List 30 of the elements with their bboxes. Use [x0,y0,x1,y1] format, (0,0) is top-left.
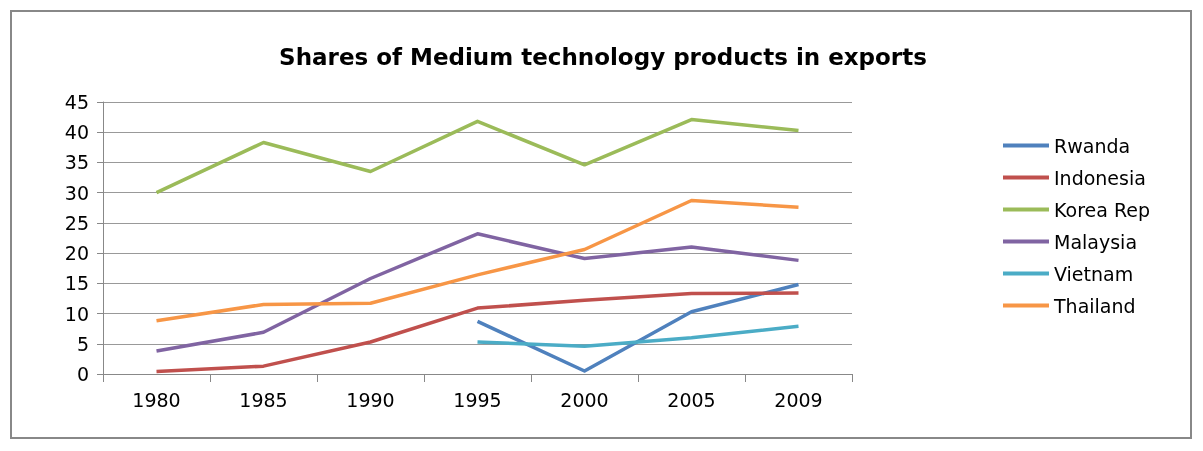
legend-label: Korea Rep [1054,198,1151,221]
line-series [154,117,801,195]
x-tick-label: 1985 [239,388,288,411]
y-tick-label: 15 [64,272,89,295]
y-tick-label: 0 [76,363,89,385]
y-tick-label: 45 [64,91,89,113]
x-tick-label: 1990 [346,388,395,411]
y-tick-label: 30 [64,181,89,204]
legend-label: Malaysia [1054,230,1138,253]
y-tick-label: 25 [64,211,89,234]
y-tick-label: 35 [64,151,89,174]
y-tick-label: 5 [76,332,89,355]
legend-label: Thailand [1053,294,1136,317]
line-series [154,291,801,374]
line-series [154,232,801,353]
legend-label: Indonesia [1054,166,1146,189]
legend-label: Rwanda [1054,134,1131,157]
chart-title: Shares of Medium technology products in exports [279,43,927,70]
y-tick-label: 40 [64,121,89,144]
y-tick-label: 10 [64,302,89,325]
y-tick-label: 20 [64,242,89,265]
x-tick-label: 2000 [560,388,609,411]
line-series [475,324,801,348]
x-tick-label: 2009 [774,388,823,411]
x-tick-label: 1995 [453,388,502,411]
line-series [154,198,801,323]
x-tick-label: 2005 [667,388,716,411]
line-series [475,282,801,373]
legend-label: Vietnam [1054,262,1134,285]
x-tick-label: 1980 [132,388,181,411]
